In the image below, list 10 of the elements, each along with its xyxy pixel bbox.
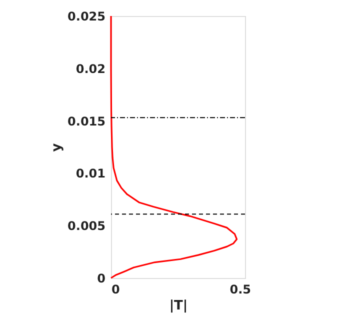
y-axis-title: y: [50, 142, 65, 152]
y-tick-label: 0.01: [76, 166, 106, 181]
y-tick-label: 0.025: [68, 10, 106, 24]
y-tick-label: 0.005: [68, 219, 106, 234]
line-series: [110, 15, 238, 279]
x-axis-title: |T|: [169, 298, 188, 314]
y-tick-label: 0.015: [68, 114, 106, 128]
x-tick-label: 0.5: [230, 282, 251, 296]
y-tick-label: 0.02: [76, 62, 106, 76]
y-tick-label: 0: [97, 272, 106, 286]
